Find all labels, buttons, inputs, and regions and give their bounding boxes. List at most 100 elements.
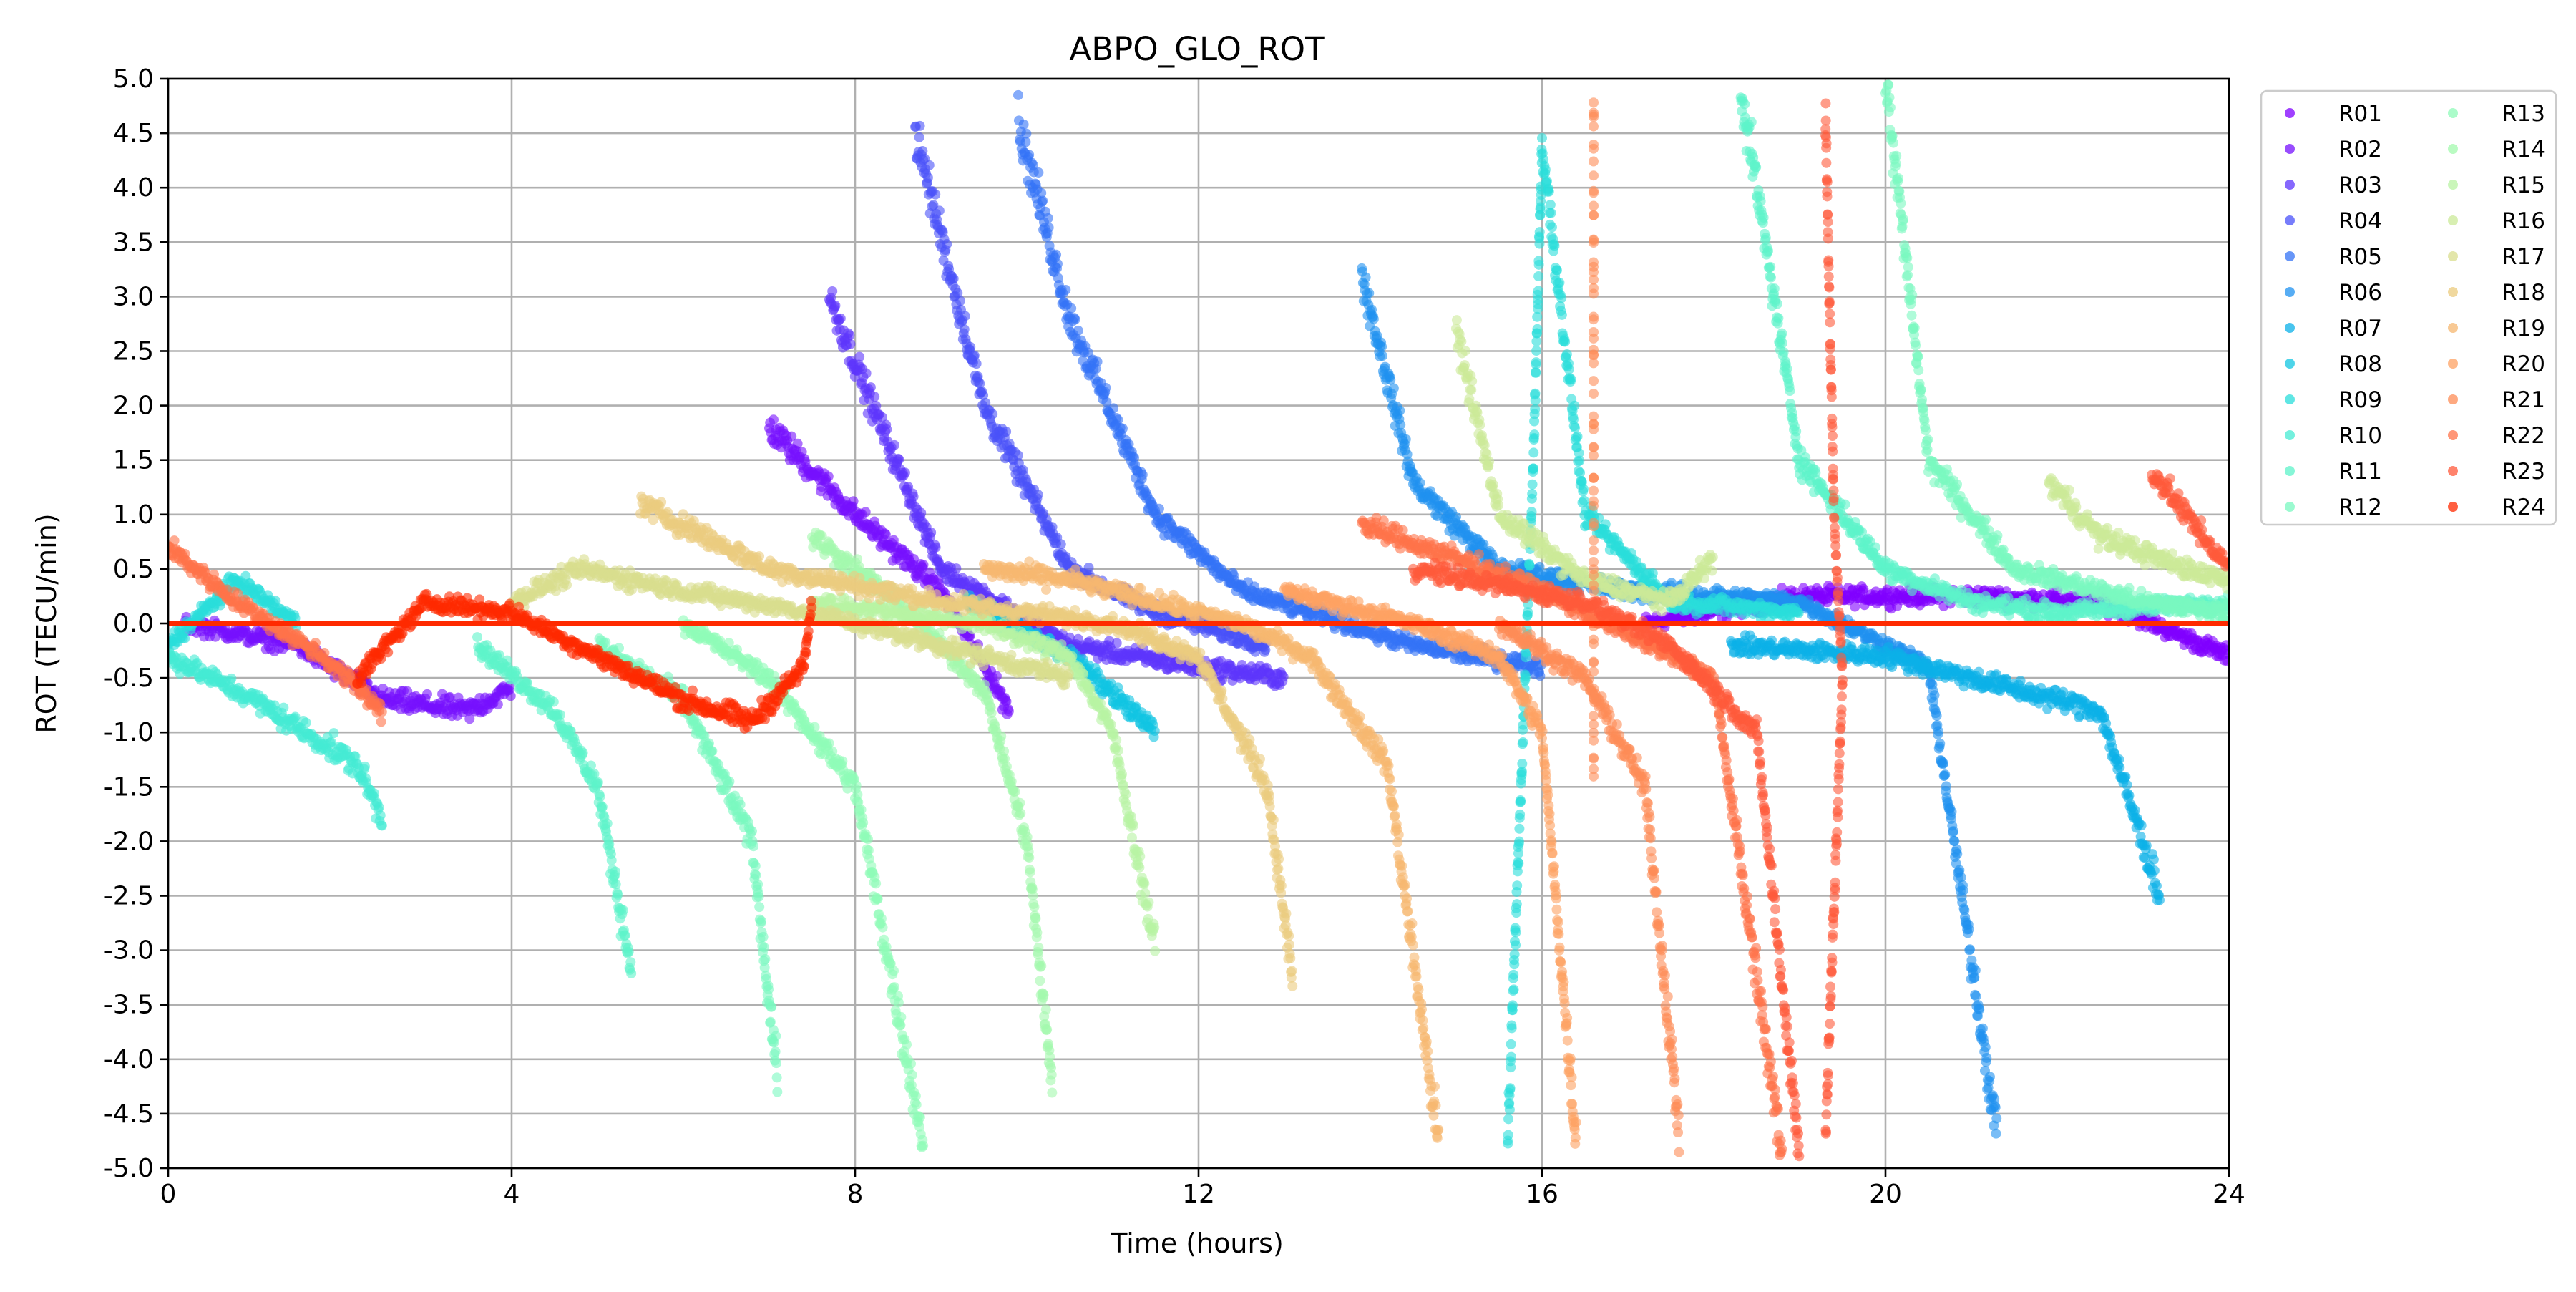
data-point: [1060, 285, 1070, 295]
data-point: [1537, 133, 1547, 143]
data-point: [1364, 288, 1374, 298]
data-point: [1930, 690, 1940, 700]
data-point: [1530, 404, 1540, 414]
data-point: [1044, 223, 1054, 233]
data-point: [1601, 519, 1611, 529]
data-point: [900, 467, 910, 477]
data-point: [1509, 959, 1519, 969]
data-point: [1531, 346, 1541, 356]
data-point: [1043, 213, 1053, 223]
data-point: [1503, 1114, 1513, 1124]
data-point: [1508, 970, 1518, 980]
data-point: [1154, 504, 1164, 514]
data-point: [1991, 1114, 2001, 1124]
data-point: [866, 382, 876, 392]
data-point: [1549, 241, 1559, 251]
data-point: [1579, 484, 1589, 494]
data-point: [987, 409, 997, 419]
data-point: [1066, 303, 1076, 314]
data-point: [422, 689, 432, 699]
data-point: [836, 314, 846, 324]
data-point: [1033, 167, 1043, 178]
data-point: [960, 324, 970, 334]
data-point: [2137, 820, 2147, 830]
data-point: [493, 699, 503, 709]
data-point: [1573, 432, 1583, 442]
data-point: [1948, 826, 1958, 836]
data-point: [1981, 1053, 1991, 1063]
data-point: [1118, 424, 1128, 434]
data-point: [1512, 880, 1522, 890]
data-point: [1935, 739, 1945, 749]
data-point: [1518, 737, 1528, 747]
data-point: [1004, 706, 1014, 717]
data-point: [1108, 403, 1118, 413]
data-point: [1971, 966, 1981, 976]
data-point: [931, 543, 941, 553]
data-point: [1544, 187, 1554, 197]
data-point: [1506, 1052, 1516, 1062]
data-point: [1516, 797, 1526, 807]
data-point: [1511, 908, 1521, 918]
data-point: [1013, 90, 1023, 100]
data-point: [1279, 671, 1289, 681]
data-point: [1932, 711, 1942, 721]
data-point: [1949, 836, 1959, 846]
data-point: [845, 339, 855, 349]
data-point: [1508, 1000, 1518, 1010]
data-point: [1073, 326, 1083, 336]
data-point: [955, 296, 965, 306]
data-point: [1395, 406, 1405, 416]
data-point: [1517, 759, 1527, 769]
data-point: [1361, 272, 1371, 282]
data-point: [1952, 849, 1962, 859]
data-point: [1051, 250, 1061, 260]
data-point: [1569, 401, 1579, 411]
data-point: [960, 311, 970, 321]
data-point: [1515, 810, 1525, 820]
data-point: [1033, 490, 1043, 500]
data-point: [1527, 507, 1537, 517]
data-point: [1506, 1062, 1516, 1072]
data-point: [1534, 239, 1544, 249]
data-point: [1038, 195, 1048, 205]
data-point: [972, 359, 982, 369]
data-point: [1566, 374, 1576, 384]
data-point: [1514, 824, 1524, 834]
data-point: [1971, 991, 1981, 1001]
data-point: [1101, 383, 1111, 393]
data-point: [1138, 470, 1148, 480]
data-point: [1574, 456, 1584, 466]
data-point: [1511, 940, 1521, 950]
data-point: [894, 455, 904, 465]
data-point: [1093, 356, 1103, 366]
data-point: [1527, 489, 1537, 499]
data-point: [1507, 1023, 1517, 1033]
data-point: [1503, 1130, 1513, 1140]
data-point: [1941, 781, 1951, 791]
data-point: [1533, 299, 1543, 309]
data-point: [1001, 427, 1011, 437]
data-point: [1528, 480, 1538, 490]
data-point: [1546, 208, 1556, 218]
data-point: [869, 392, 879, 402]
data-point: [1940, 769, 1950, 779]
data-point: [924, 160, 935, 170]
data-point: [923, 173, 933, 183]
chart-title: ABPO_GLO_ROT: [1069, 30, 1325, 68]
data-point: [1506, 1039, 1516, 1049]
data-point: [844, 330, 854, 340]
data-point: [1509, 984, 1519, 994]
data-point: [1534, 260, 1544, 270]
data-point: [1506, 1083, 1516, 1093]
data-point: [1541, 165, 1551, 175]
data-point: [1513, 848, 1523, 858]
data-point: [1053, 259, 1063, 269]
data-point: [1531, 395, 1541, 405]
data-point: [1554, 278, 1564, 288]
data-point: [861, 507, 871, 517]
data-point: [1019, 120, 1029, 130]
data-point: [1056, 539, 1066, 549]
data-point: [824, 472, 834, 482]
data-point: [226, 674, 236, 684]
